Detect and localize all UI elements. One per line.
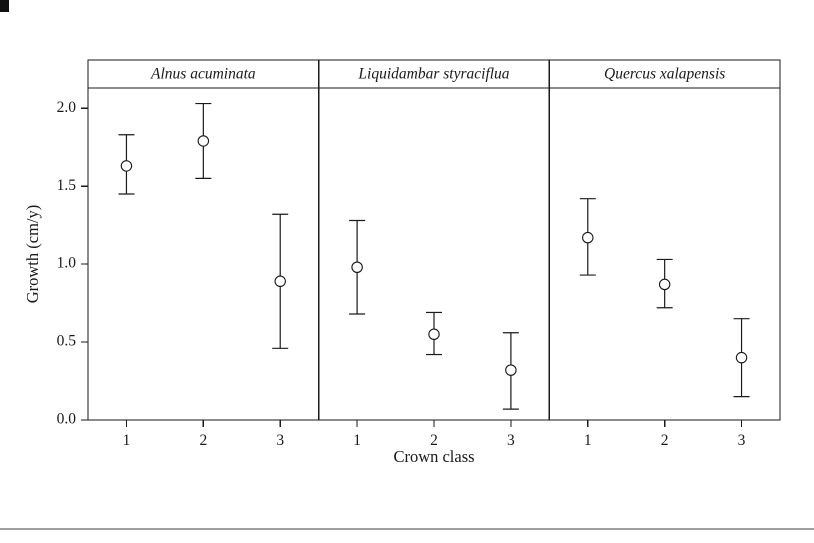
y-tick-label: 0.0 bbox=[57, 411, 77, 428]
y-tick-label: 1.5 bbox=[57, 177, 77, 194]
data-point bbox=[197, 135, 210, 147]
data-point bbox=[120, 160, 133, 172]
y-axis-title: Growth (cm/y) bbox=[23, 205, 42, 304]
x-tick-label: 2 bbox=[199, 432, 207, 449]
x-tick-label: 3 bbox=[507, 432, 515, 449]
data-point bbox=[428, 328, 440, 341]
data-point bbox=[274, 275, 286, 288]
x-tick-label: 1 bbox=[353, 432, 361, 449]
panel-strip-label: Liquidambar styraciflua bbox=[357, 66, 509, 83]
data-point bbox=[505, 364, 517, 376]
x-axis-title: Crown class bbox=[393, 447, 474, 466]
x-tick-label: 2 bbox=[430, 432, 438, 449]
x-tick-label: 1 bbox=[123, 432, 131, 449]
y-tick-label: 0.5 bbox=[57, 333, 77, 350]
y-tick-label: 1.0 bbox=[57, 255, 77, 272]
corner-artifact bbox=[0, 0, 9, 12]
x-tick-label: 1 bbox=[584, 432, 592, 449]
data-point bbox=[351, 261, 363, 273]
panel-strip-label: Quercus xalapensis bbox=[604, 66, 725, 83]
data-point bbox=[582, 231, 594, 244]
x-tick-label: 2 bbox=[661, 432, 669, 449]
x-tick-label: 3 bbox=[738, 432, 746, 449]
x-tick-label: 3 bbox=[276, 432, 284, 449]
data-point bbox=[735, 351, 748, 364]
panel-strip-label: Alnus acuminata bbox=[150, 66, 256, 83]
y-tick-label: 2.0 bbox=[57, 99, 77, 116]
data-point bbox=[658, 278, 671, 291]
